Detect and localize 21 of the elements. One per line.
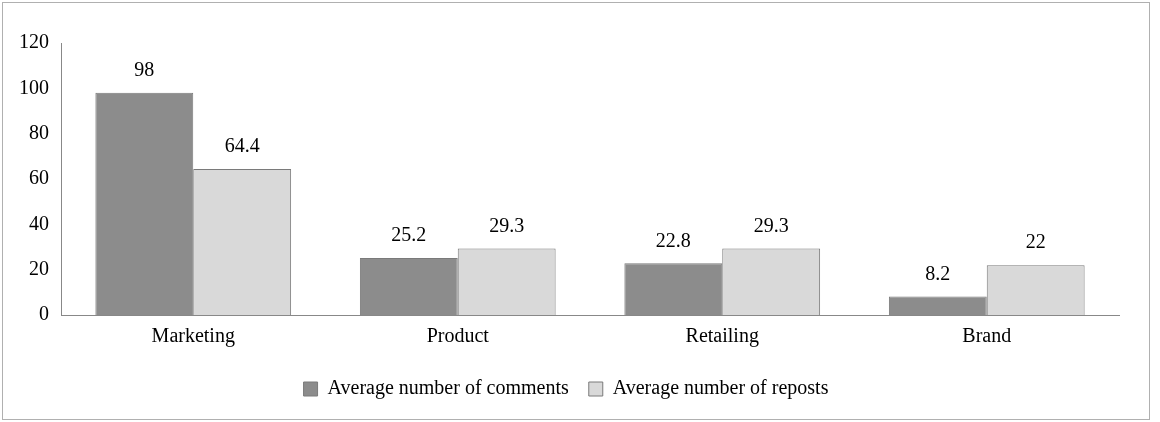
legend-label: Average number of reposts [612,376,829,400]
y-tick-label: 40 [29,211,49,234]
x-tick-label: Brand [962,324,1012,347]
data-label: 29.3 [489,213,525,236]
y-tick-label: 60 [29,166,49,189]
y-tick-label: 100 [19,75,49,98]
y-tick-label: 20 [29,256,49,279]
data-label: 25.2 [391,223,427,246]
y-tick-label: 120 [19,30,49,53]
data-label: 29.3 [753,213,789,236]
data-label: 22 [1025,230,1046,253]
x-tick-label: Product [426,324,490,347]
legend-label: Average number of comments [327,376,569,400]
y-tick-label: 80 [29,120,49,143]
data-label: 8.2 [925,261,951,284]
data-label: 98 [134,58,155,81]
data-label: 64.4 [224,134,260,157]
y-tick-label: 0 [39,302,49,325]
data-label: 22.8 [655,228,691,251]
x-tick-label: Retailing [685,324,759,348]
x-tick-label: Marketing [151,324,235,348]
